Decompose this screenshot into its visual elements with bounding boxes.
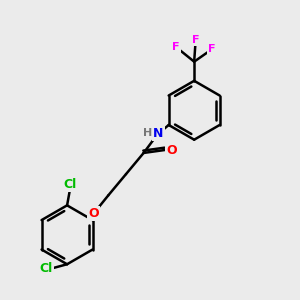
Text: F: F: [172, 42, 180, 52]
Text: F: F: [192, 35, 200, 46]
Text: H: H: [142, 128, 152, 138]
Text: F: F: [208, 44, 216, 54]
Text: Cl: Cl: [40, 262, 53, 275]
Text: Cl: Cl: [63, 178, 77, 191]
Text: N: N: [153, 127, 164, 140]
Text: O: O: [88, 207, 99, 220]
Text: O: O: [166, 143, 177, 157]
